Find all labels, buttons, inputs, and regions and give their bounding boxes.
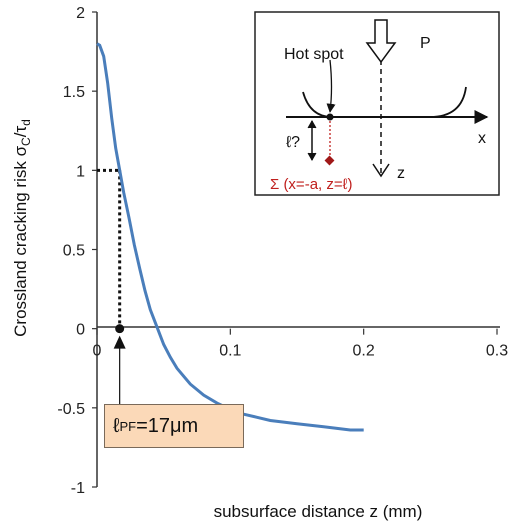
lpf-subscript: PF — [119, 418, 137, 434]
axis-ticks: 2 1.5 1 0.5 0 -0.5 -1 0 0.1 0.2 0.3 — [57, 5, 508, 497]
y-tick-label: -0.5 — [57, 401, 85, 418]
y-tick-label: 1.5 — [63, 84, 85, 101]
lpf-symbol: ℓ — [113, 414, 120, 437]
load-label: P — [420, 35, 431, 52]
marker-pointer-arrowhead — [113, 335, 126, 349]
guide-lines — [97, 168, 122, 329]
x-tick-label: 0.1 — [219, 343, 241, 360]
y-tick-label: 0.5 — [63, 243, 85, 260]
y-tick-label: 0 — [76, 322, 85, 339]
hot-spot-dot — [326, 113, 334, 121]
lpf-value: =17μm — [136, 414, 199, 437]
y-tick-label: 2 — [76, 5, 85, 22]
marker-point — [115, 324, 125, 334]
x-tick-label: 0.2 — [353, 343, 375, 360]
sigma-label: Σ (x=-a, z=ℓ) — [270, 176, 352, 193]
x-tick-label: 0 — [93, 343, 102, 360]
y-tick-label: -1 — [71, 480, 85, 497]
z-axis-arrowhead — [372, 163, 390, 178]
depth-label: ℓ? — [286, 134, 300, 151]
load-arrow-icon — [365, 19, 397, 64]
y-axis-title: Crossland cracking risk σC/τd — [11, 119, 33, 337]
hot-spot-label: Hot spot — [284, 46, 344, 63]
inset-schematic: Hot spot P x z ℓ? Σ (x=-a, z=ℓ) — [254, 11, 500, 196]
marker-group — [113, 324, 126, 404]
series-line — [96, 42, 364, 432]
hot-spot-pointer — [326, 59, 336, 113]
x-tick-label: 0.3 — [486, 343, 508, 360]
y-tick-label: 1 — [76, 163, 85, 180]
sigma-diamond — [324, 155, 335, 166]
inset-x-label: x — [478, 130, 486, 147]
right-contact-arc — [429, 86, 467, 118]
inset-z-label: z — [397, 165, 405, 182]
depth-arrow-top — [307, 119, 317, 129]
lpf-annotation-box: ℓ PF =17μm — [104, 404, 244, 448]
x-axis-title: subsurface distance z (mm) — [214, 502, 423, 521]
depth-arrow-bottom — [307, 152, 317, 162]
